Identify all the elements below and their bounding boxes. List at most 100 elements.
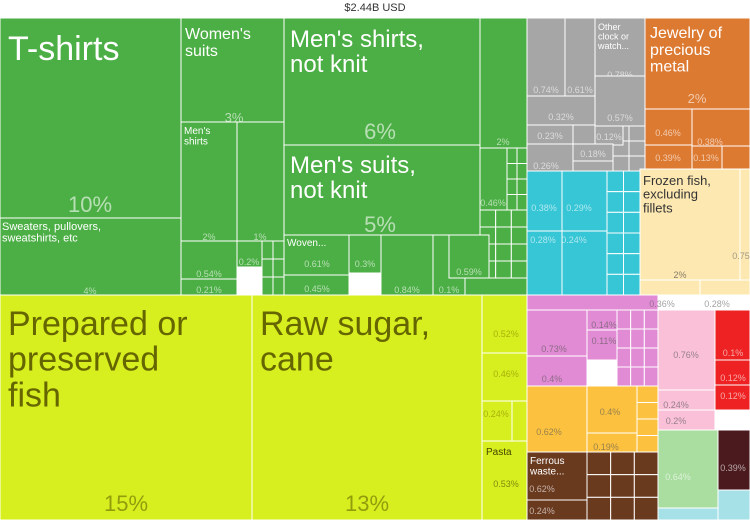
tile-label: Other clock or watch... [597, 22, 629, 51]
chem-grid-2-1 [643, 328, 659, 349]
textile-grid-b-2-0 [510, 209, 528, 228]
tile-value: 0.24% [561, 235, 587, 245]
tile-value: 0.11% [592, 336, 617, 346]
tile-value: 0.46% [493, 369, 519, 379]
tile-45 [561, 230, 608, 296]
chem-grid-1-2 [630, 347, 645, 368]
tile-value: 0.53% [493, 479, 519, 489]
mach-grid-1-1 [628, 140, 646, 157]
tile-40 [639, 279, 701, 296]
tile-60 [717, 429, 750, 491]
tile-value: 0.46% [480, 198, 506, 208]
plastic-grid-1-3 [623, 232, 641, 255]
plastic-grid-0-1 [606, 191, 624, 213]
tile-value: 3% [225, 110, 244, 125]
veg-grid-0-0 [636, 385, 659, 403]
tile-59 [657, 429, 719, 509]
tile-15 [380, 234, 434, 296]
tile-44 [526, 230, 563, 296]
tile-label: Woven... [287, 238, 326, 249]
tile-value: 4% [83, 286, 96, 296]
tile-value: 0.3% [355, 259, 376, 269]
tile-7 [236, 121, 285, 242]
plastic-grid-1-2 [623, 211, 641, 234]
tile-34 [644, 108, 693, 146]
tile-value: 0.12% [596, 132, 622, 142]
tile-value: 0.24% [483, 409, 509, 419]
tile-53 [657, 309, 716, 391]
textile-grid-b-1-3 [495, 260, 512, 279]
filler-cell-5 [526, 294, 659, 311]
tile-value: 0.13% [693, 153, 719, 163]
tile-value: 0.52% [493, 329, 519, 339]
tile-value: 0.38% [531, 203, 557, 213]
tile-value: 0.18% [580, 149, 606, 159]
tile-28 [594, 75, 646, 127]
textile-grid-1-1 [516, 163, 528, 180]
tile-value: 0.12% [720, 373, 746, 383]
tile-1 [180, 17, 285, 123]
tile-value: 0.36% [649, 299, 675, 309]
textile-grid-c-1-0 [272, 240, 285, 260]
tile-value: 1% [253, 232, 266, 242]
tile-value: 0.39% [720, 463, 746, 473]
tile-value: 0.62% [536, 427, 562, 437]
textile-grid-1-0 [516, 147, 528, 164]
chem-grid-2-0 [643, 309, 659, 330]
tile-9 [479, 147, 508, 211]
textile-grid-b-1-2 [495, 243, 512, 262]
chem-grid-0-3 [616, 366, 632, 387]
tile-value: 0.39% [655, 153, 681, 163]
textile-grid-c-0-2 [261, 276, 274, 296]
tile-value: 13% [345, 491, 389, 516]
tile-11 [236, 240, 263, 268]
plastic-grid-1-1 [623, 191, 641, 213]
tile-value: 0.24% [663, 400, 689, 410]
tile-value: 0.1% [439, 285, 460, 295]
tile-0 [0, 17, 182, 219]
tile-22 [481, 400, 513, 442]
filler-cell-10 [717, 489, 750, 520]
tile-value: 0.57% [607, 113, 633, 123]
tile-value: 0.2% [239, 257, 260, 267]
tile-value: 0.1% [723, 348, 744, 358]
metal-grid-2-2 [633, 496, 659, 520]
tile-58 [714, 384, 750, 411]
tile-label: Raw sugar, cane [260, 305, 430, 379]
tile-value: 0.14% [591, 320, 617, 330]
tile-43 [561, 170, 608, 232]
metal-grid-1-0 [610, 451, 635, 476]
tile-value: 0.45% [304, 284, 330, 294]
tile-value: 0.21% [196, 285, 222, 295]
tile-value: 6% [364, 119, 396, 144]
tile-label: Men's suits, not knit [290, 152, 416, 204]
tile-value: 15% [104, 491, 148, 516]
tile-value: 0.12% [720, 391, 746, 401]
metal-grid-0-2 [586, 496, 612, 520]
veg-grid-0-3 [636, 435, 659, 453]
chem-grid-2-2 [643, 347, 659, 368]
tile-value: 0.78% [607, 70, 633, 80]
tile-33 [644, 17, 750, 110]
tile-20 [481, 294, 528, 354]
filler-cell-1 [464, 277, 528, 296]
tile-2 [283, 17, 481, 146]
tile-label: Men's shirts [184, 126, 210, 148]
metal-grid-1-1 [610, 474, 635, 498]
textile-grid-c-1-1 [272, 258, 285, 278]
tile-label: Sweaters, pullovers, sweatshirts, etc [2, 221, 101, 245]
metal-grid-0-1 [586, 474, 612, 498]
tile-value: 0.76% [673, 350, 699, 360]
tile-value: 0.24% [529, 506, 555, 516]
tile-label: Men's shirts, not knit [290, 26, 424, 78]
textile-grid-b-2-2 [510, 243, 528, 262]
tile-value: 0.23% [537, 131, 563, 141]
tile-value: 0.74% [533, 85, 559, 95]
tile-value: 2% [202, 232, 215, 242]
metal-grid-2-0 [633, 451, 659, 476]
tile-value: 0.29% [566, 203, 592, 213]
plastic-grid-1-5 [623, 273, 641, 296]
mach-grid-0-2 [612, 155, 630, 172]
tile-value: 0.73% [541, 344, 567, 354]
